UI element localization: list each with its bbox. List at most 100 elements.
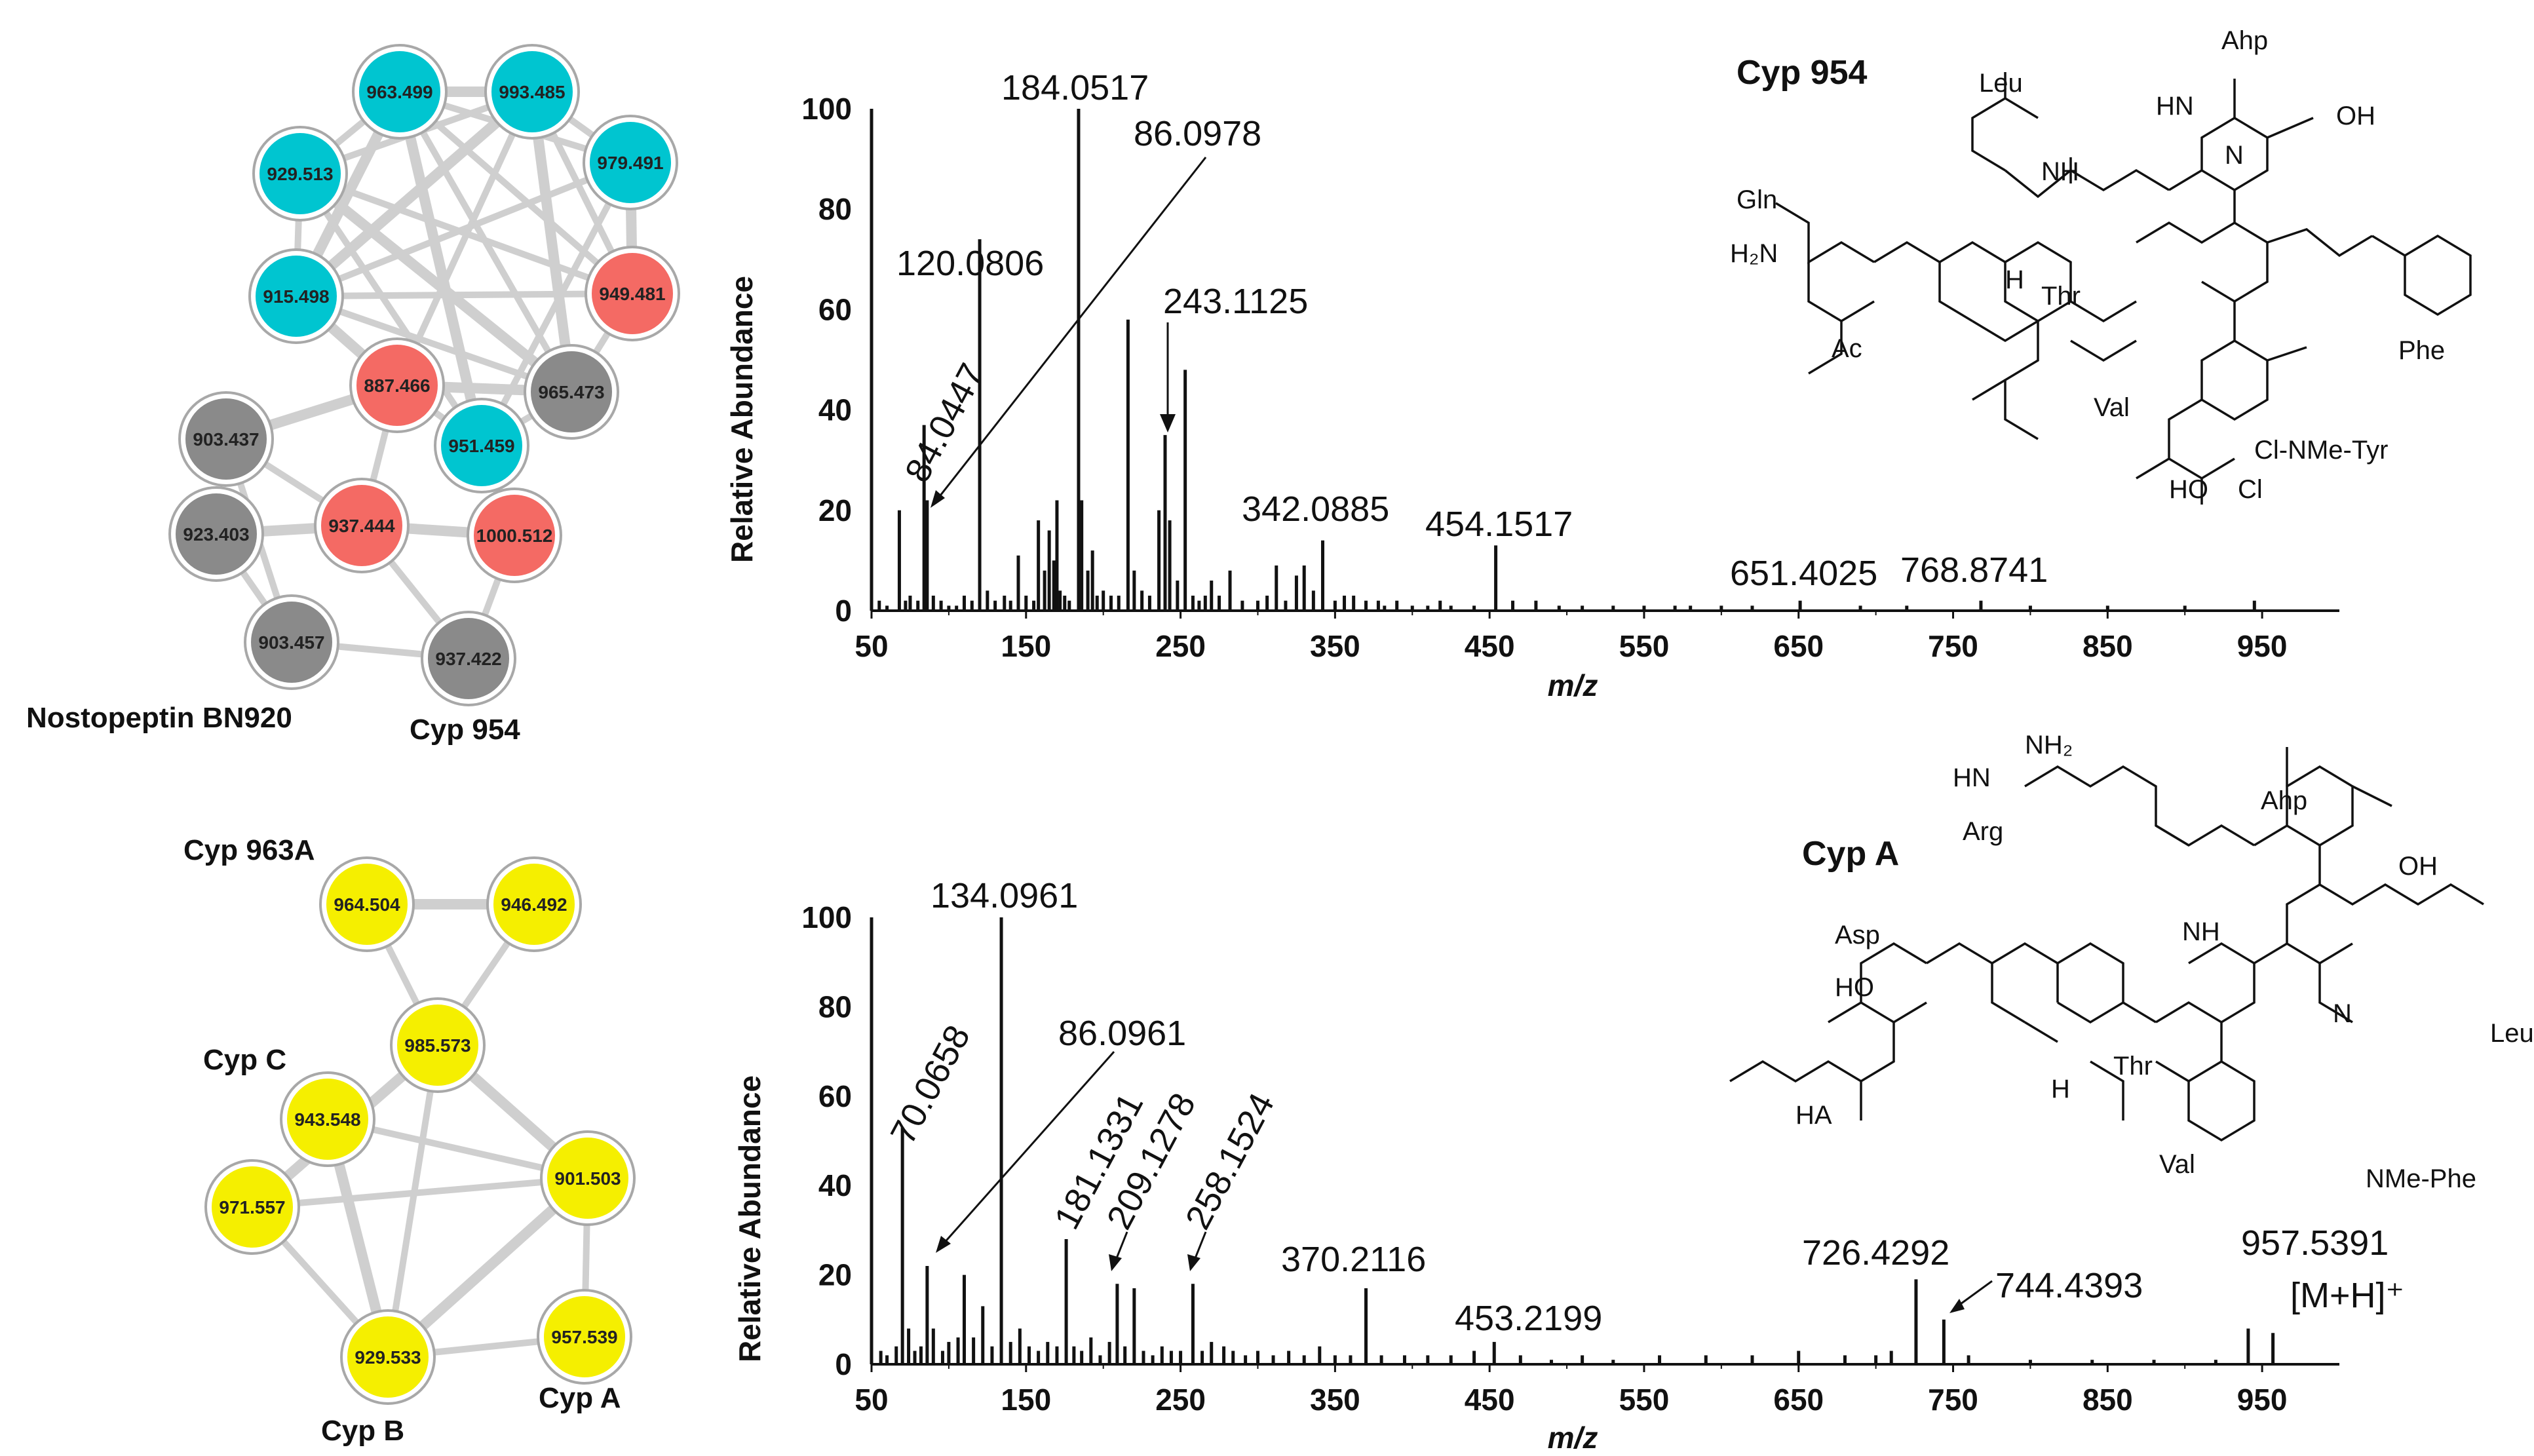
net1-node[interactable] bbox=[586, 248, 678, 339]
spec2-x-tick-label: 150 bbox=[1001, 1383, 1051, 1417]
label-h: H bbox=[2005, 265, 2024, 294]
net2-node[interactable] bbox=[392, 999, 484, 1091]
net1-node-ring bbox=[168, 486, 264, 582]
net1-node[interactable] bbox=[254, 128, 346, 220]
net1-node[interactable] bbox=[585, 117, 676, 208]
label-thr-a: Thr bbox=[2113, 1052, 2153, 1081]
net1-node-ring bbox=[585, 246, 680, 341]
spec1-x-tick-label: 250 bbox=[1155, 629, 1206, 663]
net1-node[interactable] bbox=[351, 339, 443, 431]
net2-node[interactable] bbox=[282, 1073, 374, 1165]
spec1-y-tick-label: 80 bbox=[818, 192, 852, 226]
net1-node[interactable] bbox=[423, 613, 514, 704]
peak-label-454: 454.1517 bbox=[1425, 505, 1573, 544]
peak-label-86: 86.0978 bbox=[1134, 114, 1261, 153]
net1-node-ring bbox=[524, 344, 619, 440]
net1-node-ring bbox=[244, 594, 339, 690]
net2-node-label: 946.492 bbox=[501, 894, 567, 915]
spectrum-axes: 50 150 250 350 450 550 650 750 850 950 0 20 40 60 80 10… bbox=[801, 92, 2339, 663]
net2-node-label: 957.539 bbox=[551, 1327, 617, 1347]
spec1-y-tick-label: 60 bbox=[818, 292, 852, 326]
network-annotation-nostopeptin: Nostopeptin BN920 bbox=[26, 702, 292, 734]
net1-node-ring bbox=[484, 44, 580, 140]
peak-label-243: 243.1125 bbox=[1163, 282, 1308, 321]
spec2-x-tick-label: 250 bbox=[1155, 1383, 1206, 1417]
net1-node[interactable] bbox=[246, 596, 337, 688]
arrow-peak-86 bbox=[934, 157, 1207, 502]
net1-node[interactable] bbox=[316, 480, 408, 571]
net2-node-label: 943.548 bbox=[294, 1109, 360, 1130]
spec1-x-tick-label: 650 bbox=[1773, 629, 1824, 663]
arrow-peak-744 bbox=[1955, 1280, 1993, 1309]
peak-label-651: 651.4025 bbox=[1730, 554, 1877, 593]
arrowhead-peak-86 bbox=[931, 490, 945, 508]
net2-node[interactable] bbox=[321, 858, 413, 950]
label-ho-a: HO bbox=[1835, 973, 1874, 1002]
peak-label-70: 70.0658 bbox=[883, 1019, 978, 1151]
net2-node[interactable] bbox=[206, 1161, 298, 1253]
label-n-1: N bbox=[2225, 141, 2244, 170]
net1-node[interactable] bbox=[250, 250, 342, 342]
net1-node-ring bbox=[467, 488, 562, 583]
net1-node[interactable] bbox=[180, 393, 272, 485]
structure-title-cyp954: Cyp 954 bbox=[1737, 54, 1868, 92]
net2-node[interactable] bbox=[539, 1291, 630, 1383]
spec2-y-tick-label: 60 bbox=[818, 1079, 852, 1113]
net2-node-ring bbox=[486, 856, 582, 952]
network-nodes: 963.499 993.485 929.513 979.491 915.498 949.4… bbox=[168, 44, 680, 706]
network-nodes: 964.504 946.492 985.573 943.548 901.503 971.5… bbox=[204, 856, 636, 1405]
peak-label-86-a: 86.0961 bbox=[1058, 1014, 1186, 1053]
net2-node[interactable] bbox=[542, 1132, 634, 1224]
net1-edge bbox=[293, 290, 636, 299]
spec2-x-tick-label: 50 bbox=[854, 1383, 888, 1417]
net1-node[interactable] bbox=[486, 46, 578, 138]
net1-edge bbox=[297, 170, 485, 449]
structure-title-cyp-a: Cyp A bbox=[1802, 835, 1899, 873]
label-cl-nme-tyr: Cl-NMe-Tyr bbox=[2254, 436, 2388, 465]
net1-node-label: 903.457 bbox=[258, 632, 324, 653]
net1-node-ring bbox=[178, 391, 274, 487]
arrow-peak-258 bbox=[1193, 1231, 1207, 1262]
net2-node-label: 929.533 bbox=[355, 1347, 421, 1368]
peak-label-726: 726.4292 bbox=[1802, 1233, 1949, 1273]
spec1-x-tick-label: 450 bbox=[1465, 629, 1515, 663]
peak-label-370: 370.2116 bbox=[1281, 1240, 1426, 1279]
peak-label-120: 120.0806 bbox=[896, 244, 1044, 283]
x-axis-title: m/z bbox=[1548, 1421, 1598, 1455]
net1-node[interactable] bbox=[526, 346, 617, 438]
arrowhead-peak-243 bbox=[1160, 414, 1176, 432]
net1-node[interactable] bbox=[354, 46, 446, 138]
peak-label-453: 453.2199 bbox=[1455, 1299, 1602, 1338]
label-ha: HA bbox=[1795, 1101, 1832, 1130]
net2-node[interactable] bbox=[342, 1311, 434, 1403]
net2-node[interactable] bbox=[488, 858, 580, 950]
net1-edge bbox=[293, 159, 634, 299]
net1-node[interactable] bbox=[170, 488, 262, 580]
label-ac: Ac bbox=[1832, 334, 1862, 363]
y-axis-title: Relative Abundance bbox=[733, 1075, 767, 1362]
net1-node-label: 923.403 bbox=[183, 524, 249, 545]
net1-edge bbox=[297, 170, 636, 297]
net1-node-label: 937.422 bbox=[435, 649, 501, 669]
spec2-y-tick-label: 20 bbox=[818, 1258, 852, 1292]
spec2-x-tick-label: 350 bbox=[1310, 1383, 1360, 1417]
label-ahp: Ahp bbox=[2221, 26, 2268, 55]
spectrum-peaks bbox=[870, 109, 2256, 611]
net1-node-label: 979.491 bbox=[597, 153, 663, 173]
net1-node-ring bbox=[352, 44, 448, 140]
net1-node[interactable] bbox=[436, 400, 528, 491]
net1-node-label: 965.473 bbox=[538, 382, 604, 402]
net1-node[interactable] bbox=[469, 489, 560, 581]
label-leu-a: Leu bbox=[2490, 1019, 2534, 1048]
peak-label-768: 768.8741 bbox=[1900, 550, 2048, 590]
spec2-y-tick-label: 100 bbox=[801, 900, 852, 934]
spec1-x-tick-label: 50 bbox=[854, 629, 888, 663]
label-val: Val bbox=[2094, 393, 2130, 422]
peak-label-342: 342.0885 bbox=[1242, 489, 1389, 529]
net2-node-label: 964.504 bbox=[334, 894, 400, 915]
network-annotation-cyp-a: Cyp A bbox=[539, 1382, 621, 1414]
net1-node-ring bbox=[252, 126, 348, 221]
label-arg: Arg bbox=[1963, 817, 2003, 846]
net2-edge bbox=[249, 1175, 591, 1210]
